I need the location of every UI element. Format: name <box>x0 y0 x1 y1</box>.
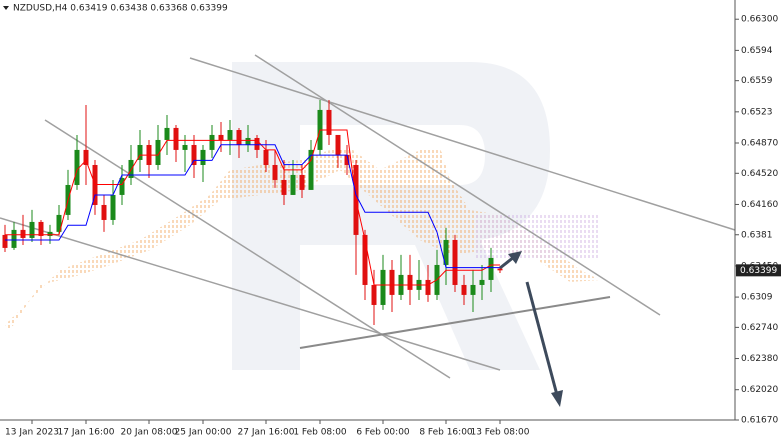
candle-body <box>254 137 260 150</box>
y-tick-label: 0.62740 <box>741 323 778 333</box>
candle-body <box>452 239 458 285</box>
candle-body <box>281 179 287 195</box>
x-tick-label: 13 Jan 2023 <box>5 428 59 438</box>
candle-body <box>263 149 269 165</box>
x-tick-label: 1 Feb 08:00 <box>293 428 347 438</box>
candle-body <box>245 137 251 145</box>
candle-body <box>326 109 332 135</box>
menu-triangle <box>3 6 9 10</box>
candle-body <box>479 279 485 285</box>
indicator-line <box>5 129 500 286</box>
candle-body <box>101 204 107 220</box>
ichimoku-cloud <box>5 148 600 330</box>
trendline <box>254 54 661 316</box>
candle-body <box>191 144 197 165</box>
candle-body <box>362 234 368 285</box>
y-tick-label: 0.6559 <box>741 76 773 86</box>
y-tick-label: 0.61670 <box>741 416 778 426</box>
x-tick-label: 8 Feb 16:00 <box>419 428 473 438</box>
candle-body <box>218 134 224 140</box>
candle-body <box>389 269 395 295</box>
chart-title: NZDUSD,H4 0.63419 0.63438 0.63368 0.6339… <box>13 4 228 14</box>
candle-body <box>38 221 44 236</box>
candle-body <box>164 127 170 140</box>
candle-body <box>407 274 413 290</box>
y-tick-label: 0.6309 <box>741 293 773 303</box>
trendline <box>0 217 501 371</box>
candle-body <box>155 139 161 165</box>
candle-body <box>488 257 494 280</box>
candle-body <box>83 149 89 165</box>
trendline <box>299 296 611 349</box>
candle-body <box>461 284 467 295</box>
candle-body <box>47 231 53 236</box>
candle-body <box>371 284 377 305</box>
candle-body <box>173 127 179 150</box>
x-tick-label: 13 Feb 08:00 <box>470 428 529 438</box>
y-tick-label: 0.64160 <box>741 200 778 210</box>
candle-body <box>209 134 215 150</box>
candle-body <box>227 130 233 140</box>
candle-body <box>2 234 8 248</box>
arrow <box>499 255 515 270</box>
forecast-arrows <box>499 251 563 407</box>
plot <box>2 99 503 325</box>
arrow <box>525 281 559 396</box>
candle-body <box>470 284 476 295</box>
candle-body <box>344 154 350 165</box>
y-tick-label: 0.62020 <box>741 385 778 395</box>
cloud-shade <box>475 215 600 260</box>
candle-body <box>335 134 341 155</box>
candle-body <box>380 269 386 305</box>
y-tick-label: 0.6594 <box>741 46 773 56</box>
arrowhead <box>508 251 522 264</box>
candle-body <box>137 144 143 160</box>
price-box <box>736 264 781 277</box>
candle-body <box>497 268 503 271</box>
arrowhead <box>551 390 563 407</box>
trendline <box>189 57 736 231</box>
y-tick-label: 0.64870 <box>741 139 778 149</box>
x-tick-label: 27 Jan 16:00 <box>238 428 295 438</box>
candle-body <box>443 239 449 265</box>
y-tick-label: 0.62380 <box>741 354 778 364</box>
y-tick-label: 0.6381 <box>741 230 773 240</box>
candle-body <box>308 149 314 190</box>
y-tick-label: 0.64520 <box>741 169 778 179</box>
x-tick-label: 20 Jan 08:00 <box>121 428 178 438</box>
candle-body <box>290 174 296 195</box>
candle-body <box>20 229 26 238</box>
candle-body <box>182 144 188 150</box>
candle-body <box>110 194 116 220</box>
candle-body <box>299 174 305 190</box>
candle-body <box>29 221 35 238</box>
x-tick-label: 25 Jan 00:00 <box>175 428 232 438</box>
candle-body <box>74 149 80 185</box>
x-tick-label: 17 Jan 16:00 <box>58 428 115 438</box>
trendlines <box>0 54 736 379</box>
candle-body <box>11 229 17 248</box>
price-label: 0.63399 <box>740 266 777 276</box>
y-tick-label: 0.6523 <box>741 107 773 117</box>
y-tick-label: 0.66300 <box>741 15 778 25</box>
x-tick-label: 6 Feb 00:00 <box>356 428 410 438</box>
candle-body <box>56 214 62 232</box>
candle-body <box>200 149 206 165</box>
candle-body <box>119 177 125 195</box>
candle-body <box>236 130 242 145</box>
indicator-line <box>5 144 500 269</box>
candle-body <box>425 279 431 295</box>
candle-body <box>272 164 278 180</box>
